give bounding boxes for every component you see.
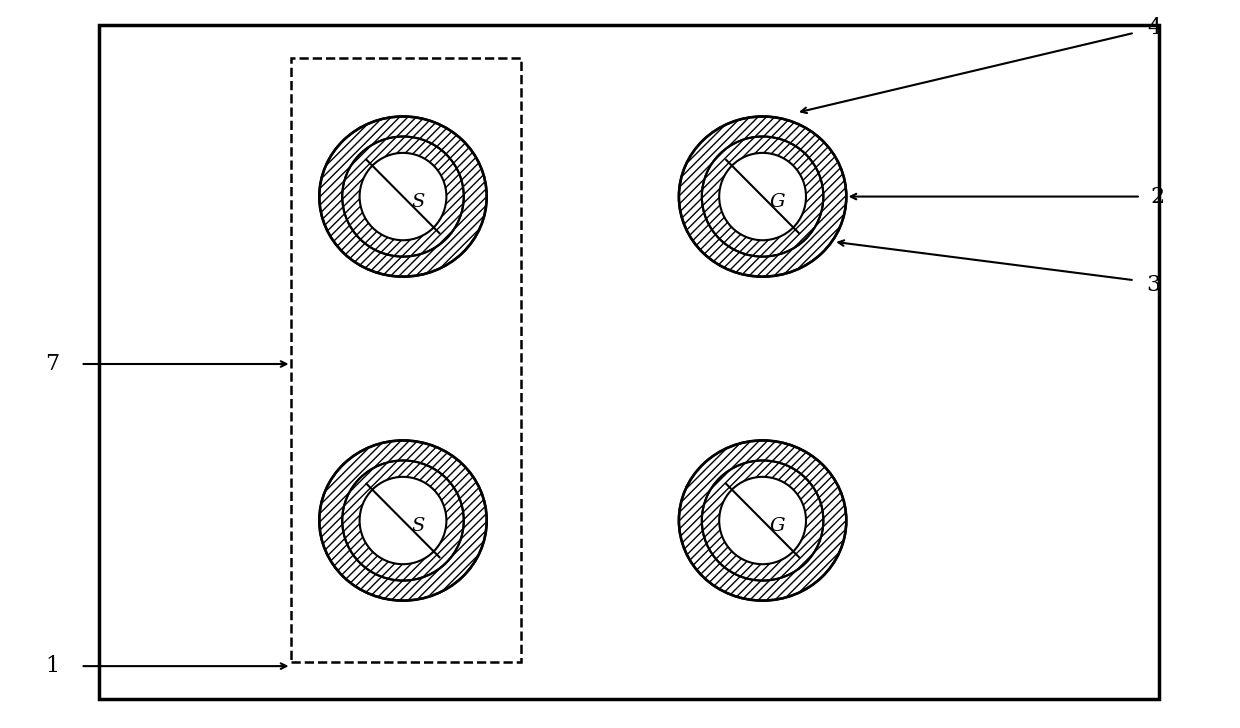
Ellipse shape: [719, 477, 806, 564]
Ellipse shape: [319, 440, 486, 601]
Ellipse shape: [342, 136, 464, 257]
Text: 1: 1: [46, 655, 60, 677]
Bar: [291, 58, 521, 662]
Ellipse shape: [680, 116, 847, 277]
Ellipse shape: [680, 440, 847, 601]
Text: 2: 2: [1151, 186, 1164, 207]
Ellipse shape: [319, 116, 486, 277]
Text: 4: 4: [1147, 17, 1161, 39]
Ellipse shape: [719, 153, 806, 240]
Ellipse shape: [702, 461, 823, 581]
Text: 7: 7: [46, 353, 60, 375]
Ellipse shape: [360, 153, 446, 240]
Ellipse shape: [702, 136, 823, 257]
Text: S: S: [412, 518, 424, 535]
Ellipse shape: [342, 461, 464, 581]
Bar: [99, 25, 1159, 699]
Text: 3: 3: [1146, 274, 1159, 296]
Text: G: G: [770, 194, 785, 211]
Ellipse shape: [360, 477, 446, 564]
Text: S: S: [412, 194, 424, 211]
Text: G: G: [770, 518, 785, 535]
